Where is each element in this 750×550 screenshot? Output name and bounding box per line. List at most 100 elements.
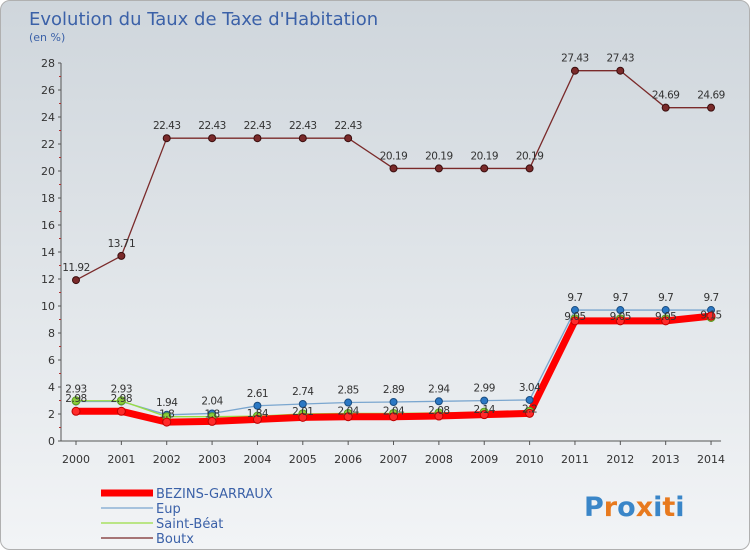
data-label: 9.05	[564, 311, 585, 323]
y-tick-label: 4	[48, 381, 55, 394]
y-tick-label: 16	[41, 219, 55, 232]
x-tick-label: 2014	[697, 453, 725, 466]
data-label: 2.98	[111, 393, 132, 405]
data-label: 2.93	[65, 383, 86, 395]
data-label: 13.71	[108, 238, 136, 250]
data-point	[616, 66, 625, 75]
data-point	[525, 164, 534, 173]
data-point	[252, 414, 262, 424]
y-tick-label: 10	[41, 300, 55, 313]
x-tick-label: 2005	[289, 453, 317, 466]
data-point	[116, 406, 126, 416]
data-label: 27.43	[561, 53, 589, 65]
x-tick-label: 2008	[425, 453, 453, 466]
x-tick-label: 2000	[62, 453, 90, 466]
data-point	[117, 251, 126, 260]
data-label: 1.8	[159, 409, 174, 421]
legend-label: BEZINS-GARRAUX	[156, 487, 273, 502]
data-point	[434, 397, 443, 406]
data-point	[389, 164, 398, 173]
data-label: 2.93	[111, 383, 132, 395]
data-point	[480, 164, 489, 173]
data-point	[116, 396, 126, 406]
data-point	[434, 411, 444, 421]
data-point	[298, 134, 307, 143]
data-label: 2.99	[474, 383, 495, 395]
x-tick-label: 2006	[334, 453, 362, 466]
data-point	[661, 306, 670, 315]
logo-letter: r	[604, 492, 618, 523]
data-label: 24.69	[697, 90, 725, 102]
data-label: 20.19	[516, 150, 544, 162]
data-point	[525, 395, 534, 404]
data-point	[570, 316, 580, 326]
logo-letter: P	[584, 492, 604, 523]
data-point	[389, 412, 399, 422]
data-point	[71, 396, 81, 406]
x-tick-label: 2010	[516, 453, 544, 466]
data-label: 27.43	[607, 53, 635, 65]
y-tick-label: 24	[41, 111, 55, 124]
data-label: 22.43	[244, 120, 272, 132]
legend-label: Boutx	[156, 532, 194, 547]
y-tick-label: 8	[48, 327, 55, 340]
x-tick-label: 2003	[198, 453, 226, 466]
data-label: 1.94	[156, 397, 178, 409]
logo-letter: x	[636, 492, 653, 523]
y-tick-label: 12	[41, 273, 55, 286]
logo-letter: i	[675, 492, 684, 523]
proxiti-logo: Proxiti	[584, 492, 685, 523]
data-label: 3.04	[519, 382, 541, 394]
y-tick-label: 14	[41, 246, 55, 259]
data-label: 2.98	[65, 393, 86, 405]
data-point	[480, 396, 489, 405]
data-point	[71, 406, 81, 416]
y-tick-label: 2	[48, 408, 55, 421]
y-unit-label: (en %)	[29, 31, 65, 44]
data-point	[661, 316, 671, 326]
data-point	[298, 400, 307, 409]
y-tick-label: 6	[48, 354, 55, 367]
data-label: 9.7	[613, 292, 628, 304]
data-point	[661, 103, 670, 112]
y-tick-label: 0	[48, 435, 55, 448]
data-point	[343, 412, 353, 422]
data-point	[707, 103, 716, 112]
data-label: 1.8	[204, 409, 219, 421]
data-label: 2.74	[292, 386, 314, 398]
data-point	[344, 134, 353, 143]
x-tick-label: 2009	[470, 453, 498, 466]
data-point	[298, 412, 308, 422]
data-label: 2.2	[522, 403, 537, 415]
data-point	[615, 316, 625, 326]
y-tick-label: 22	[41, 138, 55, 151]
data-point	[570, 66, 579, 75]
data-label: 22.43	[289, 120, 317, 132]
series-line-boutx	[75, 70, 712, 281]
data-point	[162, 134, 171, 143]
data-label: 2.08	[428, 405, 449, 417]
data-label: 9.05	[610, 311, 631, 323]
logo-letter: o	[617, 492, 636, 523]
data-label: 20.19	[470, 150, 498, 162]
x-tick-label: 2002	[153, 453, 181, 466]
data-point	[162, 417, 172, 427]
data-label: 2.04	[201, 395, 223, 407]
data-label: 9.7	[658, 292, 673, 304]
data-point	[72, 276, 80, 285]
series-points	[71, 66, 716, 427]
data-point	[207, 416, 217, 426]
data-label: 2.94	[428, 383, 450, 395]
data-label: 20.19	[380, 150, 408, 162]
data-label: 9.05	[655, 311, 676, 323]
x-tick-label: 2001	[107, 453, 135, 466]
data-point	[253, 134, 262, 143]
chart-title: Evolution du Taux de Taxe d'Habitation	[29, 9, 378, 30]
x-tick-label: 2004	[243, 453, 271, 466]
data-point	[389, 397, 398, 406]
y-tick-label: 18	[41, 192, 55, 205]
x-tick-label: 2012	[606, 453, 634, 466]
x-tick-label: 2007	[380, 453, 408, 466]
